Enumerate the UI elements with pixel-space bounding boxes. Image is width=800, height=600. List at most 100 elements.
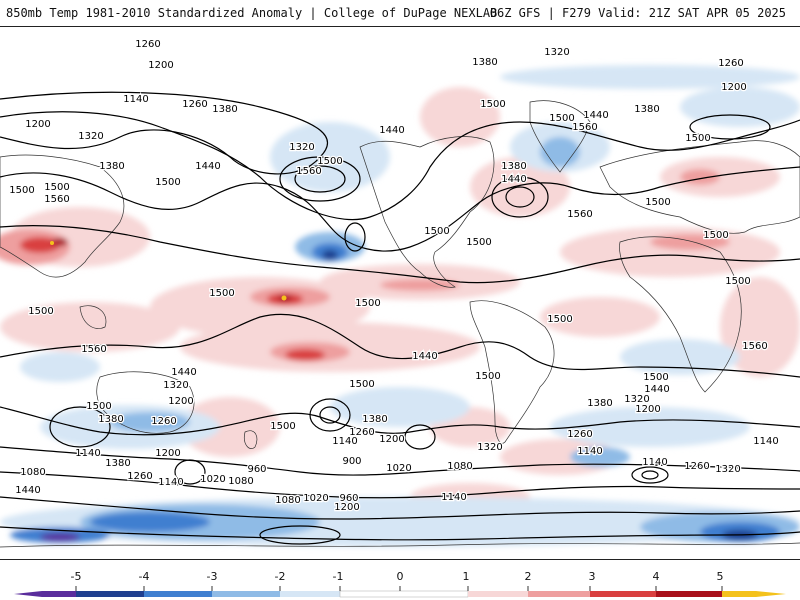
contour-label: 1440 (379, 125, 404, 136)
contour-label: 1260 (127, 471, 152, 482)
coastline-greenland (529, 100, 591, 173)
contour-label: 1200 (168, 396, 193, 407)
contour-label: 1320 (544, 47, 569, 58)
coastline-australia (96, 371, 195, 434)
warm-anomaly-area (285, 349, 325, 361)
height-contour (0, 496, 800, 520)
contour-label: 1260 (135, 39, 160, 50)
warm-anomaly-area (540, 297, 660, 337)
coastline-new-zealand (244, 430, 258, 449)
contour-label: 1500 (480, 99, 505, 110)
contour-label: 1440 (15, 485, 40, 496)
height-contour (279, 156, 361, 202)
contour-label: 1500 (703, 230, 728, 241)
height-contour (174, 459, 206, 485)
coastlines (0, 100, 800, 548)
height-contour (344, 222, 366, 252)
colorbar-tick-label: -1 (332, 570, 344, 583)
cool-anomaly-area (540, 137, 580, 167)
contour-label: 1020 (200, 474, 225, 485)
cool-anomaly-area (110, 412, 190, 432)
height-contour (0, 166, 800, 252)
warm-anomaly-area (650, 234, 730, 250)
height-contour (0, 313, 800, 378)
contour-label: 1200 (379, 434, 404, 445)
contour-label: 1380 (472, 57, 497, 68)
height-contour (689, 114, 771, 140)
peak-anomaly-spot (50, 241, 54, 245)
coastline-eurasia (599, 140, 800, 234)
contour-label: 1560 (44, 194, 69, 205)
contour-label: 1140 (332, 436, 357, 447)
contour-label: 1260 (182, 99, 207, 110)
contour-label: 1200 (25, 119, 50, 130)
colorbar-segment (590, 591, 656, 597)
colorbar-ticks (75, 586, 723, 591)
colorbar-segment (144, 591, 212, 597)
contour-label: 1140 (441, 492, 466, 503)
colorbar-segment (656, 591, 722, 597)
cool-anomaly-area (500, 65, 800, 89)
colorbar-tick-label: 4 (652, 570, 660, 583)
contour-label: 1500 (685, 133, 710, 144)
colorbar-tick-label: 1 (462, 570, 470, 583)
cool-anomaly-area (620, 339, 740, 375)
contour-label: 1500 (9, 185, 34, 196)
model-run-info: 06Z GFS | F279 Valid: 21Z SAT APR 05 202… (489, 6, 786, 20)
contour-label: 1440 (501, 174, 526, 185)
colorbar-tick-label: 5 (716, 570, 724, 583)
cool-anomaly-area (322, 250, 338, 260)
contour-label: 960 (339, 493, 358, 504)
colorbar-tick-label: -5 (70, 570, 82, 583)
contour-label: 1140 (577, 446, 602, 457)
height-contour (0, 446, 800, 476)
height-contour (49, 406, 111, 448)
colorbar-segment (722, 591, 756, 597)
colorbar-tick-label: 0 (396, 570, 404, 583)
contour-label: 960 (247, 464, 266, 475)
contour-label: 1320 (715, 464, 740, 475)
contour-label: 1140 (75, 448, 100, 459)
contour-label: 1020 (303, 493, 328, 504)
contour-label: 1200 (155, 448, 180, 459)
contour-label: 1200 (148, 60, 173, 71)
height-contour (641, 470, 659, 480)
contour-label: 1560 (81, 344, 106, 355)
contour-label: 1260 (567, 429, 592, 440)
contour-label: 1380 (99, 161, 124, 172)
warm-anomaly-area (20, 237, 60, 253)
contour-label: 1260 (718, 58, 743, 69)
colorbar-tick-label: -2 (274, 570, 286, 583)
contour-label: 1500 (86, 401, 111, 412)
cool-anomaly-area (570, 447, 630, 467)
contour-label: 1380 (587, 398, 612, 409)
colorbar-segment (280, 591, 340, 597)
contour-label: 1140 (753, 436, 778, 447)
coastline-antarctica (0, 542, 800, 548)
contour-label: 1380 (362, 414, 387, 425)
contour-label: 1500 (547, 314, 572, 325)
warm-anomaly-area (720, 277, 800, 377)
contour-label: 1560 (572, 122, 597, 133)
contour-label: 1200 (635, 404, 660, 415)
anomaly-map: 1260 1200 1140 1260 1200 1320 1380 1380 1440 1320… (0, 26, 800, 560)
cool-anomaly-area (330, 387, 470, 427)
map-title: 850mb Temp 1981-2010 Standardized Anomal… (6, 6, 498, 20)
warm-anomaly-area (560, 227, 780, 277)
warm-anomaly-area (420, 87, 500, 147)
contour-label: 1560 (567, 209, 592, 220)
coastline-africa (619, 236, 742, 393)
warm-anomaly-area (180, 397, 280, 457)
height-contour (0, 111, 800, 221)
contour-label: 1500 (725, 276, 750, 287)
height-contours (0, 91, 800, 545)
colorbar-segment (42, 591, 76, 597)
colorbar-arrow-high (756, 591, 786, 597)
warm-anomaly-area (380, 279, 460, 291)
colorbar-tick-label: 2 (524, 570, 532, 583)
colorbar-tick-label: -3 (206, 570, 218, 583)
colorbar-segment (212, 591, 280, 597)
colorbar-segment (528, 591, 590, 597)
height-contour (294, 165, 346, 193)
contour-label: 1500 (645, 197, 670, 208)
